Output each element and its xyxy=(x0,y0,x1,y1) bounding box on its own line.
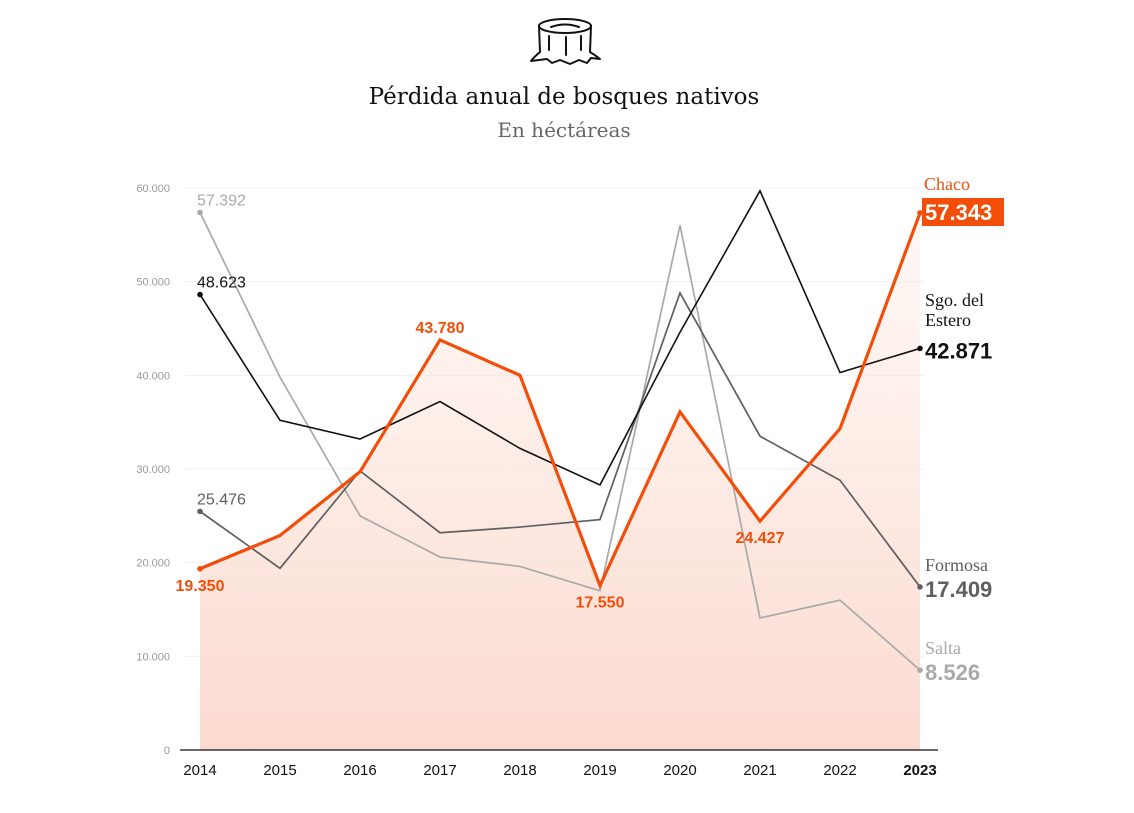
x-tick-label: 2016 xyxy=(343,762,376,779)
series-start-point-chaco xyxy=(197,565,203,572)
y-tick-label: 0 xyxy=(164,745,170,757)
series-line-sgo-del-estero xyxy=(199,189,921,486)
data-label-chaco: 24.427 xyxy=(736,530,785,547)
y-tick-label: 30.000 xyxy=(136,464,170,476)
series-end-point-chaco xyxy=(917,210,923,216)
start-value-label-sgo-del-estero: 48.623 xyxy=(197,275,246,292)
data-label-chaco: 19.350 xyxy=(176,578,225,595)
series-end-point-formosa xyxy=(917,584,923,590)
series-line-formosa xyxy=(199,290,921,588)
x-tick-label: 2014 xyxy=(183,762,216,779)
start-value-label-salta: 57.392 xyxy=(197,192,246,209)
series-start-point-sgo-del-estero xyxy=(197,291,203,298)
x-tick-label: 2017 xyxy=(423,762,456,779)
chart-title: Pérdida anual de bosques nativos xyxy=(369,84,760,110)
y-tick-label: 40.000 xyxy=(136,370,170,382)
x-tick-label: 2018 xyxy=(503,762,536,779)
series-name-formosa: Formosa xyxy=(925,555,988,575)
x-axis-ticks: 2014 2015 2016 2017 2018 2019 2020 2021 2022 2023 xyxy=(183,762,936,779)
chart-subtitle: En héctáreas xyxy=(497,118,630,142)
y-tick-label: 20.000 xyxy=(136,558,170,570)
series-start-point-salta xyxy=(197,209,203,216)
x-tick-label: 2021 xyxy=(743,762,776,779)
series-line-chaco xyxy=(199,212,922,590)
series-layer xyxy=(197,189,923,673)
series-name-sgo-del-estero: Sgo. del Estero xyxy=(925,290,984,330)
series-line-salta xyxy=(199,212,921,671)
start-value-label-formosa: 25.476 xyxy=(197,491,246,508)
series-name-chaco: Chaco xyxy=(924,174,970,194)
y-tick-label: 10.000 xyxy=(136,651,170,663)
y-axis-ticks: 0 10.000 20.000 30.000 40.000 50.000 60.000 xyxy=(136,183,170,757)
data-label-chaco: 43.780 xyxy=(416,320,465,337)
x-tick-label: 2023 xyxy=(903,762,936,779)
series-name-salta: Salta xyxy=(925,638,961,658)
x-tick-label: 2022 xyxy=(823,762,856,779)
x-tick-label: 2020 xyxy=(663,762,696,779)
series-start-point-formosa xyxy=(197,508,203,515)
y-tick-label: 50.000 xyxy=(136,277,170,289)
series-end-point-salta xyxy=(917,667,923,673)
x-tick-label: 2015 xyxy=(263,762,296,779)
tree-stump-icon xyxy=(530,18,601,65)
end-value-label-sgo-del-estero: 42.871 xyxy=(925,338,992,363)
end-value-label-formosa: 17.409 xyxy=(925,577,992,602)
y-tick-label: 60.000 xyxy=(136,183,170,195)
x-tick-label: 2019 xyxy=(583,762,616,779)
end-value-label-salta: 8.526 xyxy=(925,660,980,685)
series-end-point-sgo-del-estero xyxy=(917,345,923,352)
data-label-chaco: 17.550 xyxy=(576,595,625,612)
chaco-end-value-box xyxy=(922,198,1004,226)
end-value-label-chaco: 57.343 xyxy=(925,200,992,225)
